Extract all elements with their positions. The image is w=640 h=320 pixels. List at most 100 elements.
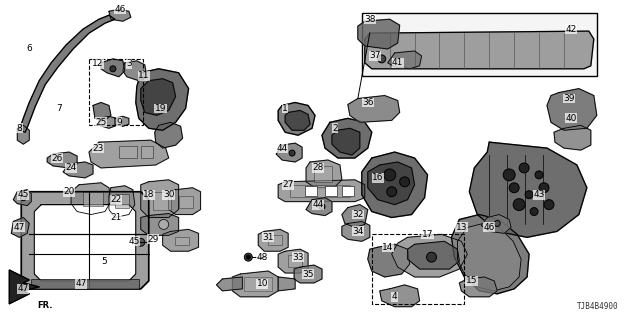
- Circle shape: [509, 183, 519, 193]
- Polygon shape: [13, 190, 31, 206]
- Polygon shape: [93, 102, 111, 120]
- Text: 20: 20: [63, 187, 75, 196]
- Bar: [153, 192, 171, 210]
- Circle shape: [378, 55, 386, 63]
- Text: 45: 45: [128, 237, 140, 246]
- Polygon shape: [71, 183, 111, 214]
- Polygon shape: [285, 110, 310, 130]
- Polygon shape: [408, 241, 460, 269]
- Text: 10: 10: [257, 279, 268, 288]
- Text: 44: 44: [276, 144, 288, 153]
- Polygon shape: [259, 229, 288, 251]
- Text: 1: 1: [282, 104, 288, 113]
- Bar: [244, 277, 272, 291]
- Polygon shape: [458, 223, 521, 291]
- Bar: [119, 146, 137, 158]
- Polygon shape: [123, 61, 147, 81]
- Bar: [115, 194, 129, 208]
- Bar: [290, 185, 350, 197]
- Polygon shape: [306, 160, 342, 188]
- Polygon shape: [342, 221, 370, 241]
- Circle shape: [503, 169, 515, 181]
- Text: 48: 48: [257, 253, 268, 262]
- Text: 44: 44: [312, 200, 324, 209]
- Bar: [179, 196, 193, 208]
- Polygon shape: [460, 277, 497, 297]
- Text: 31: 31: [262, 233, 274, 242]
- Text: FR.: FR.: [37, 301, 52, 310]
- Text: 47: 47: [13, 223, 25, 232]
- Text: 29: 29: [147, 235, 159, 244]
- Text: 37: 37: [369, 52, 381, 60]
- Polygon shape: [358, 19, 399, 49]
- Text: 24: 24: [65, 164, 77, 172]
- Polygon shape: [115, 116, 129, 126]
- Text: 28: 28: [312, 164, 324, 172]
- Circle shape: [544, 200, 554, 210]
- Text: 17: 17: [422, 230, 433, 239]
- Bar: [268, 235, 282, 245]
- Circle shape: [399, 177, 410, 187]
- Circle shape: [384, 169, 396, 181]
- Circle shape: [535, 171, 543, 179]
- Polygon shape: [392, 234, 467, 277]
- Polygon shape: [388, 51, 422, 69]
- Polygon shape: [332, 128, 360, 155]
- Text: 12: 12: [92, 59, 104, 68]
- Circle shape: [539, 183, 549, 193]
- Polygon shape: [163, 229, 198, 251]
- Polygon shape: [554, 125, 591, 150]
- Polygon shape: [12, 218, 29, 237]
- Text: TJB4B4900: TJB4B4900: [577, 302, 619, 311]
- Polygon shape: [109, 186, 135, 218]
- Polygon shape: [278, 249, 308, 273]
- Polygon shape: [19, 15, 115, 132]
- Polygon shape: [89, 140, 169, 168]
- Polygon shape: [216, 277, 243, 291]
- Polygon shape: [155, 122, 182, 148]
- Circle shape: [137, 238, 145, 246]
- Bar: [314, 166, 332, 182]
- Circle shape: [246, 255, 250, 259]
- Polygon shape: [451, 214, 529, 294]
- Text: 13: 13: [456, 223, 467, 232]
- Text: 43: 43: [533, 190, 545, 199]
- Circle shape: [289, 150, 295, 156]
- Text: 45: 45: [18, 190, 29, 199]
- Polygon shape: [380, 285, 420, 307]
- Text: 25: 25: [95, 118, 107, 127]
- Circle shape: [159, 220, 169, 229]
- Polygon shape: [10, 270, 39, 304]
- Text: 11: 11: [138, 71, 150, 80]
- Text: 38: 38: [364, 15, 376, 24]
- Bar: [141, 146, 153, 158]
- Polygon shape: [35, 204, 136, 281]
- Text: 4: 4: [392, 292, 397, 301]
- Polygon shape: [141, 79, 175, 116]
- Bar: [89, 59, 143, 125]
- Text: 18: 18: [143, 190, 154, 199]
- Text: 23: 23: [92, 144, 104, 153]
- Text: 46: 46: [114, 5, 125, 14]
- Polygon shape: [17, 125, 29, 144]
- Bar: [175, 237, 189, 245]
- Circle shape: [110, 66, 116, 72]
- Text: 16: 16: [372, 173, 383, 182]
- Circle shape: [525, 191, 533, 199]
- Bar: [288, 255, 302, 267]
- Polygon shape: [278, 277, 295, 291]
- Text: 42: 42: [565, 25, 577, 34]
- Bar: [305, 186, 317, 196]
- Polygon shape: [547, 89, 596, 130]
- Text: 19: 19: [155, 104, 166, 113]
- Polygon shape: [136, 69, 189, 130]
- Polygon shape: [368, 162, 415, 204]
- Circle shape: [530, 208, 538, 215]
- Text: 35: 35: [302, 269, 314, 278]
- Text: 27: 27: [282, 180, 294, 189]
- Text: 22: 22: [110, 195, 122, 204]
- Text: 36: 36: [362, 98, 374, 107]
- Circle shape: [319, 204, 325, 210]
- Text: 34: 34: [352, 227, 364, 236]
- Text: 39: 39: [563, 94, 575, 103]
